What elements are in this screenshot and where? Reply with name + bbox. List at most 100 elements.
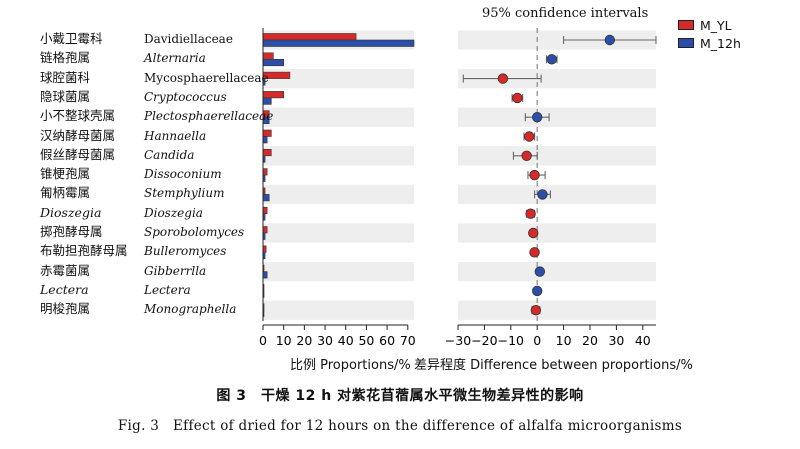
- stripe-diff-14: [458, 300, 656, 320]
- genus-latin-label: Mycosphaerellaceae: [144, 70, 269, 85]
- genus-latin-label: Cryptococcus: [144, 89, 227, 104]
- genus-cn-label: 匍柄霉属: [40, 185, 91, 201]
- legend-label-m-yl: M_YL: [700, 17, 732, 33]
- genus-latin-label: Alternaria: [144, 51, 206, 66]
- genus-cn-label: 假丝酵母菌属: [40, 146, 116, 162]
- stripe-diff-2: [458, 68, 656, 89]
- diff-point: [546, 54, 557, 65]
- genus-cn-label: 隐球菌属: [40, 88, 91, 104]
- genus-cn-label: 汉纳酵母菌属: [40, 127, 116, 143]
- genus-latin-label: Gibberrlla: [144, 263, 207, 278]
- legend: M_YL M_12h: [678, 16, 741, 52]
- diff-point: [530, 305, 542, 316]
- bar-m-yl: [262, 129, 272, 137]
- stripe-bar-2: [263, 68, 414, 89]
- difference-tick-label: 10: [556, 333, 572, 348]
- ci-title-text: 95% confidence intervals: [482, 6, 649, 21]
- bar-m-yl: [262, 206, 268, 214]
- diff-point: [529, 247, 540, 258]
- difference-axis-title: 差异程度 Difference between proportions/%: [414, 358, 693, 373]
- stripe-diff-0: [458, 30, 656, 50]
- genus-cn-label: Lectera: [40, 281, 89, 297]
- stripe-bar-12: [263, 261, 414, 282]
- difference-tick-label: 40: [635, 333, 651, 348]
- diff-point: [528, 227, 539, 239]
- diff-point: [532, 285, 543, 297]
- stripe-diff-4: [458, 107, 656, 127]
- difference-tick-label: −30: [445, 333, 471, 348]
- stripe-diff-12: [458, 261, 656, 282]
- diff-point: [521, 150, 532, 162]
- genus-latin-label: Sporobolomyces: [144, 225, 245, 239]
- proportions-tick-label: 0: [259, 333, 267, 348]
- genus-cn-label: 布勒担孢酵母属: [40, 243, 128, 259]
- stripe-bar-6: [263, 146, 414, 166]
- legend-item-m-yl: M_YL: [678, 16, 741, 34]
- diff-point: [497, 73, 509, 84]
- genus-latin-label: Davidiellaceae: [144, 32, 233, 46]
- bar-m-12h: [262, 97, 272, 105]
- diff-point: [604, 34, 616, 46]
- genus-cn-label: 小戴卫霉科: [40, 31, 103, 46]
- stripe-diff-6: [458, 146, 656, 166]
- genus-cn-label: 小不整球壳属: [40, 108, 116, 124]
- bar-m-12h: [262, 58, 284, 67]
- legend-swatch-m-yl: [678, 20, 694, 30]
- genus-cn-label: Dioszegia: [40, 204, 102, 220]
- diff-point: [524, 131, 535, 142]
- legend-label-m-12h: M_12h: [700, 35, 741, 51]
- diff-point: [525, 208, 536, 219]
- difference-tick-label: 30: [608, 333, 624, 348]
- bar-m-yl: [262, 226, 268, 234]
- difference-tick-label: 20: [582, 333, 598, 348]
- bar-m-12h: [262, 136, 268, 144]
- genus-latin-label: Stemphylium: [144, 186, 225, 201]
- proportions-tick-label: 20: [296, 333, 312, 348]
- proportions-tick-label: 70: [400, 333, 416, 348]
- difference-tick-label: −20: [471, 333, 497, 348]
- stripe-diff-10: [458, 223, 656, 243]
- diff-point: [532, 111, 543, 123]
- stripe-bar-8: [263, 184, 414, 205]
- diff-point: [537, 189, 548, 200]
- bar-m-12h: [262, 271, 268, 279]
- diff-point: [529, 169, 540, 181]
- stripe-bar-10: [263, 223, 414, 243]
- caption-cn: 图 3 干燥 12 h 对紫花苜蓿属水平微生物差异性的影响: [216, 388, 584, 404]
- genus-cn-label: 锥梗孢属: [40, 166, 91, 182]
- genus-cn-label: 赤霉菌属: [40, 262, 91, 278]
- bar-m-yl: [262, 91, 284, 99]
- diff-point: [512, 92, 523, 104]
- bar-m-yl: [262, 52, 274, 60]
- genus-latin-label: Dioszegia: [144, 205, 203, 220]
- caption-en: Fig. 3 Effect of dried for 12 hours on t…: [117, 418, 683, 434]
- genus-latin-label: Dissoconium: [144, 167, 222, 182]
- genus-cn-label: 明梭孢属: [40, 301, 91, 317]
- bar-m-yl: [262, 149, 272, 157]
- difference-tick-label: −10: [498, 333, 524, 348]
- proportions-tick-label: 60: [379, 333, 395, 348]
- diff-point: [534, 266, 546, 277]
- stripe-bar-4: [263, 107, 414, 127]
- legend-item-m-12h: M_12h: [678, 34, 741, 52]
- genus-latin-label: Candida: [144, 147, 195, 162]
- legend-swatch-m-12h: [678, 38, 694, 48]
- stripe-diff-8: [458, 184, 656, 205]
- genus-latin-label: Bulleromyces: [144, 244, 227, 259]
- proportions-axis-title: 比例 Proportions/%: [290, 358, 411, 373]
- proportions-tick-label: 10: [276, 333, 292, 348]
- bar-m-12h: [262, 194, 270, 202]
- genus-latin-label: Lectera: [144, 282, 191, 297]
- bar-m-12h: [262, 39, 415, 47]
- proportions-tick-label: 40: [338, 333, 354, 348]
- stripe-bar-14: [263, 300, 414, 320]
- genus-cn-label: 掷孢酵母属: [40, 224, 103, 239]
- proportions-tick-label: 50: [358, 333, 374, 348]
- genus-latin-label: Plectosphaerellaceae: [144, 109, 274, 124]
- genus-latin-label: Monographella: [144, 302, 237, 317]
- bar-m-yl: [262, 168, 268, 176]
- genus-cn-label: 球腔菌科: [40, 69, 91, 85]
- genus-latin-label: Hannaella: [144, 128, 207, 143]
